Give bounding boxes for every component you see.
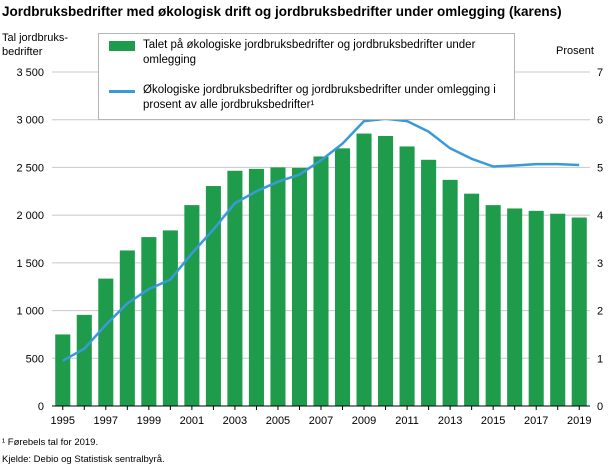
y-left-tick-label: 3 500 — [16, 67, 44, 79]
bar — [464, 193, 480, 406]
bar — [313, 156, 329, 406]
y-left-tick-label: 1 500 — [16, 258, 44, 270]
bar — [205, 186, 221, 406]
y-right-tick-label: 7 — [597, 67, 603, 79]
legend-line-label: Økologiske jordbruksbedrifter og jordbru… — [143, 84, 496, 111]
line-series — [62, 117, 580, 362]
bar — [378, 135, 394, 407]
legend-line-swatch — [109, 90, 135, 93]
y-right-tick-label: 0 — [597, 401, 603, 413]
bar — [270, 167, 286, 406]
y-left-tick-label: 2 000 — [16, 210, 44, 222]
x-tick-label: 1995 — [51, 415, 75, 427]
y-right-tick-label: 5 — [597, 162, 603, 174]
y-right-tick-label: 6 — [597, 115, 603, 127]
bar — [119, 250, 135, 406]
legend-bar-swatch — [109, 41, 135, 51]
source-note: Kjelde: Debio og Statistisk sentralbyrå. — [2, 454, 165, 465]
bar — [421, 159, 437, 406]
y-right-tick-label: 1 — [597, 353, 603, 365]
bar — [550, 213, 566, 406]
percent-line — [62, 117, 580, 362]
bar — [399, 146, 415, 407]
bar — [162, 230, 178, 406]
chart-legend: Talet på økologiske jordbruksbedrifter o… — [98, 33, 515, 120]
y-axis-left-label: Tal jordbruks- bedrifter — [2, 32, 69, 58]
bar — [442, 179, 458, 406]
y-left-tick-label: 3 000 — [16, 115, 44, 127]
bar — [184, 205, 200, 406]
bar — [55, 334, 71, 406]
axes: 0 500 1 000 1 500 2 000 2 500 3 000 3 500 0 1 2 3 4 5… — [16, 67, 603, 427]
bar — [141, 237, 157, 406]
x-tick-label: 2015 — [481, 415, 505, 427]
bar — [528, 210, 544, 406]
bar — [98, 278, 114, 406]
x-tick-label: 1997 — [94, 415, 118, 427]
bar — [248, 168, 264, 406]
x-tick-label: 2013 — [438, 415, 462, 427]
y-left-tick-label: 0 — [38, 401, 44, 413]
bar — [76, 314, 92, 406]
bar-series — [55, 133, 587, 407]
x-tick-label: 2017 — [524, 415, 548, 427]
x-tick-label: 2007 — [309, 415, 333, 427]
y-left-tick-label: 2 500 — [16, 162, 44, 174]
chart-title: Jordbruksbedrifter med økologisk drift o… — [2, 4, 562, 19]
x-tick-label: 2009 — [352, 415, 376, 427]
bar — [356, 133, 372, 406]
bar — [485, 205, 501, 406]
bar — [227, 170, 243, 406]
y-right-tick-label: 4 — [597, 210, 603, 222]
y-right-tick-label: 2 — [597, 306, 603, 318]
x-tick-label: 2001 — [180, 415, 204, 427]
y-left-tick-label: 500 — [26, 353, 44, 365]
bar — [334, 148, 351, 407]
footnote: ¹ Førebels tal for 2019. — [2, 437, 99, 448]
bar — [571, 217, 587, 406]
x-tick-label: 2019 — [567, 415, 591, 427]
bar — [507, 208, 523, 406]
y-left-tick-label: 1 000 — [16, 306, 44, 318]
x-tick-label: 2005 — [266, 415, 290, 427]
y-right-tick-label: 3 — [597, 258, 603, 270]
legend-bar-label: Talet på økologiske jordbruksbedrifter o… — [143, 39, 476, 66]
x-tick-label: 1999 — [137, 415, 161, 427]
bar — [291, 167, 308, 406]
y-axis-right-label: Prosent — [556, 45, 594, 57]
x-tick-label: 2003 — [223, 415, 247, 427]
x-tick-label: 2011 — [395, 415, 419, 427]
